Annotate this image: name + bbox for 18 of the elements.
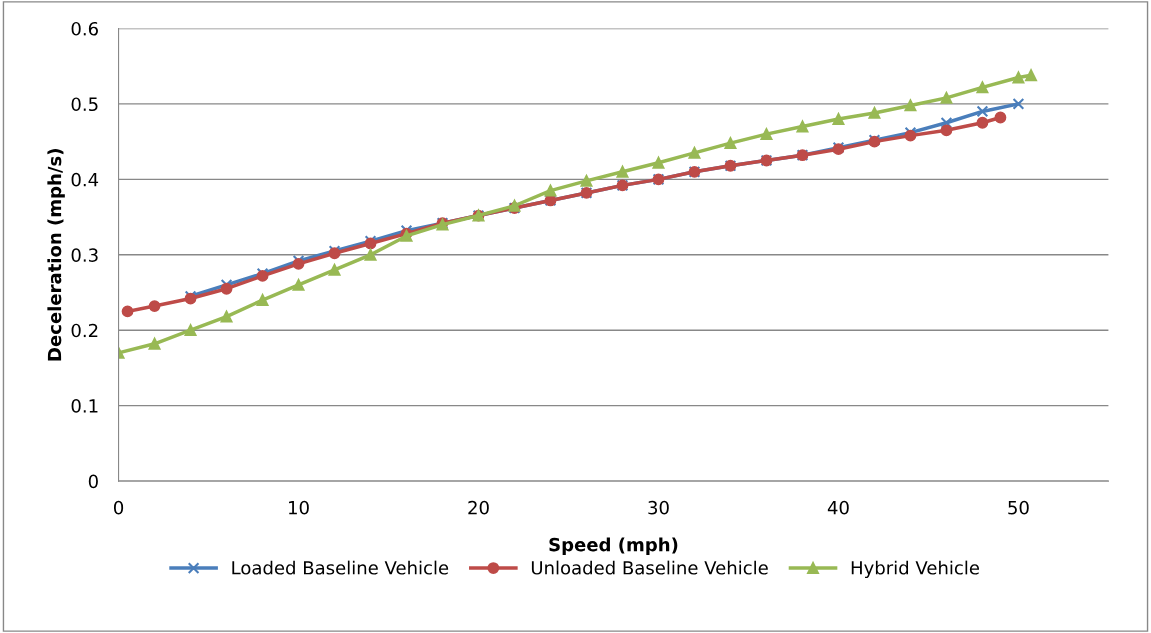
legend-label: Loaded Baseline Vehicle [232, 560, 449, 575]
y-tick-label: 0.6 [71, 21, 98, 36]
y-tick-label: 0.5 [71, 97, 98, 112]
x-tick-label: 10 [289, 500, 309, 515]
x-axis-title: Speed (mph) [549, 537, 678, 555]
y-tick-label: 0.1 [71, 399, 98, 413]
x-tick-label: 30 [648, 500, 669, 515]
x-tick-label: 0 [114, 500, 124, 515]
x-tick-label: 50 [1008, 500, 1029, 515]
legend-label: Unloaded Baseline Vehicle [531, 560, 768, 575]
x-tick-label: 20 [468, 500, 489, 515]
y-tick-label: 0.4 [71, 172, 99, 187]
x-tick-label: 40 [827, 500, 849, 515]
legend-label: Hybrid Vehicle [851, 560, 980, 579]
y-tick-label: 0 [88, 474, 98, 489]
y-axis-title: Deceleration (mph/s) [47, 149, 65, 361]
y-tick-label: 0.2 [71, 323, 98, 338]
y-tick-label: 0.3 [71, 248, 98, 262]
